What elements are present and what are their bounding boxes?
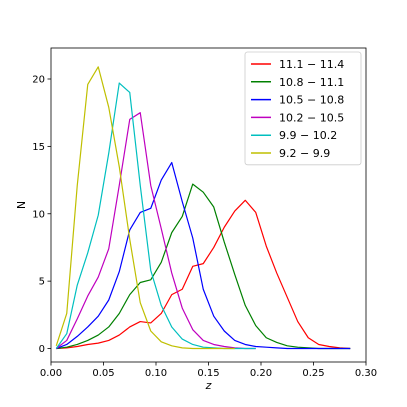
x-tick-label: 0.30 (355, 368, 377, 379)
x-tick-label: 0.10 (145, 368, 167, 379)
x-tick-label: 0.20 (250, 368, 272, 379)
y-axis: 0 5 10 15 20 (32, 74, 51, 355)
series-line-1 (56, 183, 351, 350)
x-tick-label: 0.00 (40, 368, 62, 379)
legend-label-1: 10.8 − 11.1 (279, 76, 344, 89)
y-tick-label: 15 (32, 142, 45, 153)
y-tick-label: 0 (39, 344, 45, 355)
x-tick-label: 0.25 (302, 368, 324, 379)
series-line-0 (56, 199, 351, 350)
x-tick-label: 0.15 (197, 368, 219, 379)
x-axis-label: z (205, 379, 212, 392)
legend-label-4: 9.9 − 10.2 (279, 129, 337, 142)
series-line-3 (55, 112, 256, 350)
legend-label-3: 10.2 − 10.5 (279, 111, 344, 124)
legend-box (244, 51, 362, 166)
legend-label-2: 10.5 − 10.8 (279, 94, 344, 107)
y-tick-label: 10 (32, 209, 45, 220)
x-tick-label: 0.05 (92, 368, 114, 379)
y-axis-label: N (15, 201, 28, 209)
y-tick-label: 5 (39, 277, 45, 288)
plot-area (55, 66, 351, 350)
legend-label-0: 11.1 − 11.4 (279, 58, 344, 71)
legend: 11.1 − 11.4 10.8 − 11.1 10.5 − 10.8 10.2 − … (244, 51, 362, 166)
y-tick-label: 20 (32, 74, 45, 85)
series-line-2 (56, 161, 351, 350)
series-line-5 (55, 66, 235, 350)
x-axis: 0.00 0.05 0.10 0.15 0.20 0.25 0.30 (40, 362, 377, 379)
legend-label-5: 9.2 − 9.9 (279, 147, 330, 160)
